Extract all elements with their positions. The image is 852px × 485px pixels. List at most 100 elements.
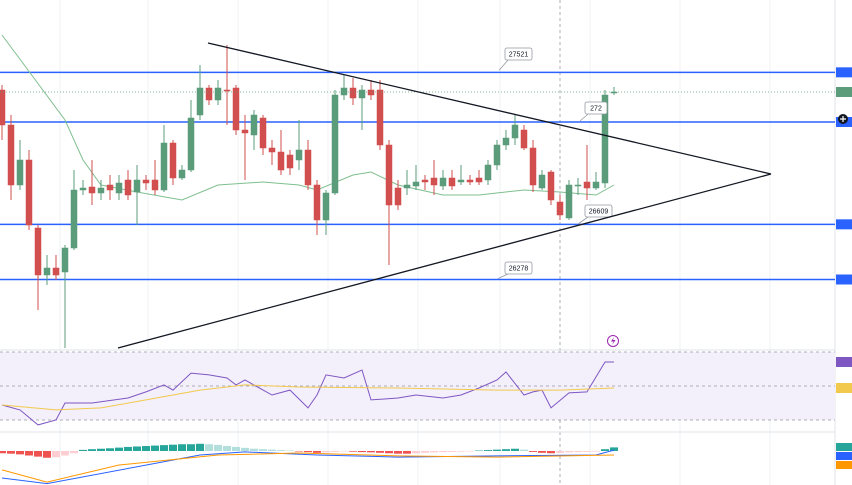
rsi-line <box>1 384 615 411</box>
candle-body <box>601 94 609 184</box>
trend-line-upper <box>207 42 772 175</box>
candle-body <box>142 179 150 184</box>
macd-histogram-bar <box>313 450 321 453</box>
candle-body <box>403 184 411 189</box>
macd-histogram-bar <box>187 444 195 451</box>
candle-body <box>133 179 141 193</box>
candle-body <box>79 187 87 191</box>
macd-histogram-bar <box>484 450 492 451</box>
candle-body <box>439 177 447 187</box>
macd-histogram-bar <box>547 450 555 454</box>
macd-histogram-bar <box>583 450 591 452</box>
candle-body <box>0 89 6 126</box>
candle-body <box>214 87 222 101</box>
candle-body <box>124 179 132 196</box>
callout-box <box>504 261 533 275</box>
candle-body <box>250 114 258 136</box>
candle-body <box>520 129 528 149</box>
macd-histogram-bar <box>520 449 528 451</box>
candle-body <box>385 144 393 206</box>
macd-histogram-bar <box>214 444 222 451</box>
level-badge <box>836 274 852 285</box>
macd-histogram-bar <box>610 447 618 451</box>
candle-body <box>196 87 204 116</box>
candle-body <box>259 117 267 149</box>
macd-histogram-bar <box>106 448 114 451</box>
macd-histogram-bar <box>61 450 69 456</box>
candle-body <box>610 91 618 94</box>
candle-body <box>268 147 276 153</box>
macd-histogram-bar <box>538 450 546 453</box>
callout-box <box>584 101 608 115</box>
macd-histogram-bar <box>268 449 276 451</box>
candle-body <box>223 89 231 92</box>
callout-label: 26278 <box>509 265 529 272</box>
macd-histogram-bar <box>511 448 519 451</box>
candle-body <box>547 171 555 201</box>
candle-body <box>187 117 195 171</box>
macd-histogram-bar <box>133 446 141 451</box>
macd-histogram-bar <box>448 450 456 452</box>
candle-body <box>565 184 573 219</box>
plot: 27521 272 26609 26278 <box>0 34 852 485</box>
callout-box <box>584 204 613 218</box>
rsi-badge <box>836 357 852 367</box>
candle-body <box>376 89 384 146</box>
candle-body <box>475 177 483 183</box>
macd-histogram-bar <box>169 444 177 451</box>
macd-histogram-bar <box>556 450 564 453</box>
candle-body <box>16 159 24 186</box>
macd-histogram-bar <box>70 450 78 454</box>
alert-bolt <box>611 337 616 345</box>
macd-histogram-bar <box>250 448 258 451</box>
candle-body <box>106 184 114 191</box>
macd-histogram-bar <box>331 450 339 452</box>
macd-histogram-bar <box>439 450 447 453</box>
macd-line <box>1 449 615 485</box>
macd-histogram-bar <box>475 450 483 452</box>
macd-histogram-bar <box>340 450 348 452</box>
macd-histogram-bar <box>232 446 240 451</box>
callout-label: 26609 <box>589 208 609 215</box>
callout-leader <box>497 273 509 279</box>
candle-body <box>358 89 366 99</box>
macd-histogram-bar <box>178 444 186 451</box>
rsi-ma-badge <box>836 383 852 394</box>
candle-body <box>295 149 303 161</box>
candle-body <box>115 182 123 194</box>
candle-body <box>484 164 492 181</box>
candle-body <box>97 187 105 194</box>
macd-histogram-bar <box>7 450 15 454</box>
candle-body <box>511 124 519 139</box>
macd-histogram-bar <box>88 449 96 451</box>
candle-body <box>574 184 582 187</box>
candle-body <box>151 179 159 191</box>
candle-body <box>367 89 375 96</box>
candle-body <box>313 184 321 221</box>
candle-body <box>232 87 240 131</box>
macd-histogram-bar <box>367 450 375 453</box>
macd-histogram-bar <box>79 449 87 451</box>
candle-body <box>322 192 330 221</box>
candle-body <box>160 142 168 191</box>
candle-body <box>583 181 591 189</box>
candle-body <box>340 87 348 96</box>
candle-body <box>421 179 429 183</box>
macd-histogram-bar <box>466 450 474 452</box>
macd-histogram-bar <box>430 450 438 453</box>
macd-histogram-bar <box>241 447 249 451</box>
macd-histogram-bar <box>592 450 600 452</box>
candle-body <box>169 142 177 179</box>
macd-histogram-bar <box>196 443 204 451</box>
macd-histogram-bar <box>574 450 582 453</box>
macd-histogram-bar <box>322 450 330 453</box>
candle-body <box>304 149 312 186</box>
candle-body <box>61 247 69 273</box>
macd-histogram-bar <box>457 450 465 452</box>
candle-body <box>241 129 249 134</box>
candle-body <box>70 189 78 249</box>
rsi-line <box>1 361 614 426</box>
candle-body <box>592 181 600 189</box>
macd-histogram-bar <box>304 450 312 453</box>
callout-leader <box>577 216 589 225</box>
